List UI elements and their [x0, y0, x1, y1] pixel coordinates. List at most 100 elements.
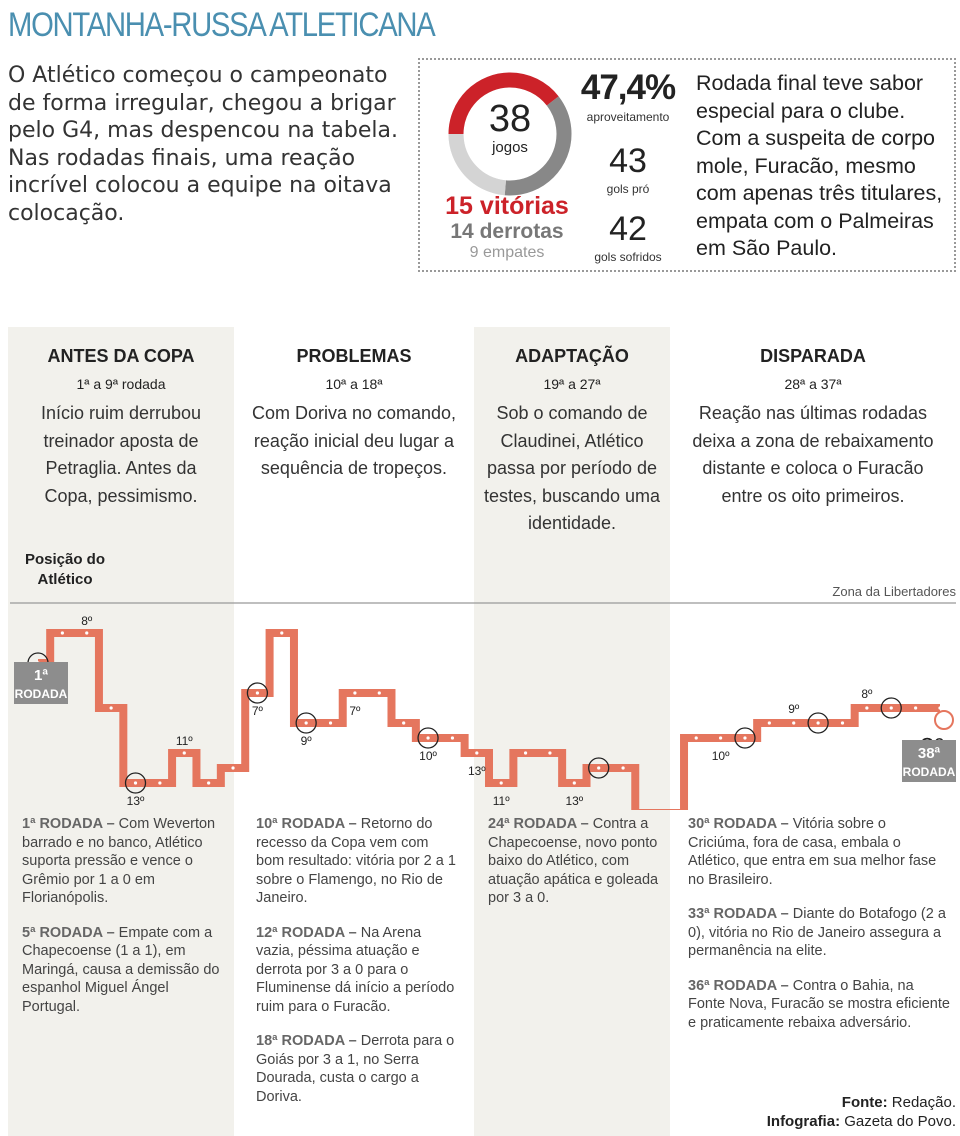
notes-column-1: 1ª RODADA – Com Weverton barrado e no ba… [22, 815, 222, 1032]
donut-draws-segment [448, 72, 572, 196]
gols-sofridos-value: 42 [609, 210, 647, 248]
position-label: 13º [127, 794, 145, 808]
position-label: 10º [419, 749, 437, 763]
round-note-head: 5ª RODADA – [22, 924, 115, 941]
highlight-circle [295, 712, 317, 734]
phase-desc-2: Com Doriva no comando, reação inicial de… [251, 403, 457, 478]
round-note-text: Na Arena vazia, péssima atuação e derrot… [256, 924, 455, 1015]
position-label: 11º [493, 794, 510, 808]
round-point [889, 706, 893, 710]
highlight-circle [417, 727, 439, 749]
end-badge-number: 38ª [918, 745, 941, 762]
source-line: Fonte: Redação. [600, 1094, 956, 1111]
notes-column-2: 10ª RODADA – Retorno do recesso da Copa … [256, 815, 458, 1122]
intro-text: O Atlético começou o campeonato de forma… [8, 63, 398, 226]
round-point [548, 751, 552, 755]
round-point [816, 721, 820, 725]
position-label: 13º [565, 794, 583, 808]
round-point [377, 691, 381, 695]
losses-count: 14 derrotas [450, 220, 564, 243]
round-note: 24ª RODADA – Contra a Chapecoense, novo … [488, 815, 666, 908]
round-note-text: Diante do Botafogo (2 a 0), vitória no R… [688, 906, 946, 959]
round-point [499, 781, 503, 785]
gols-pro-label: gols pró [606, 182, 650, 196]
round-note-text: Empate com a Chapecoense (1 a 1), em Mar… [22, 924, 220, 1015]
phase-title-3: ADAPTAÇÃO [515, 346, 629, 366]
results-donut: 38 jogos [448, 72, 572, 196]
games-count: 38 [489, 98, 531, 140]
round-note-head: 36ª RODADA – [688, 977, 789, 994]
gols-sofridos-label: gols sofridos [594, 250, 662, 264]
round-point [255, 691, 260, 695]
donut-losses-segment [448, 72, 572, 196]
round-note: 12ª RODADA – Na Arena vazia, péssima atu… [256, 924, 458, 1017]
phase-title-4: DISPARADA [760, 346, 866, 366]
round-point [85, 631, 89, 635]
round-point [328, 721, 333, 725]
highlight-circle [880, 697, 902, 719]
round-note-head: 10ª RODADA – [256, 816, 357, 832]
wins-count: 15 vitórias [445, 192, 569, 220]
phase-range-4: 28ª a 37ª [784, 376, 842, 392]
round-note: 36ª RODADA – Contra o Bahia, na Fonte No… [688, 977, 950, 1033]
round-point [207, 781, 211, 785]
position-label: 8º [861, 687, 873, 701]
start-badge-label: RODADA [15, 687, 68, 701]
position-label: 9º [788, 702, 800, 716]
libertadores-label: Zona da Libertadores [832, 584, 956, 599]
round-note-head: 12ª RODADA – [256, 924, 357, 941]
round-note: 5ª RODADA – Empate com a Chapecoense (1 … [22, 924, 222, 1017]
chart-marks: 5º8º13º11º7º9º7º10º13º11º13º15º10º9º8º8º… [14, 614, 956, 810]
phase-band-3 [474, 327, 670, 1136]
draws-count: 9 empates [469, 244, 545, 261]
round-note-head: 18ª RODADA – [256, 1033, 357, 1049]
round-point [767, 721, 771, 725]
round-note: 10ª RODADA – Retorno do recesso da Copa … [256, 815, 458, 908]
round-note-text: Retorno do recesso da Copa vem com bom r… [256, 816, 456, 906]
aproveitamento-label: aproveitamento [586, 110, 670, 124]
position-line [38, 629, 940, 810]
position-label: 9º [301, 734, 313, 748]
round-point [304, 721, 308, 725]
round-note: 33ª RODADA – Diante do Botafogo (2 a 0),… [688, 905, 950, 961]
phase-range-1: 1ª a 9ª rodada [76, 376, 166, 392]
start-badge [14, 662, 68, 704]
round-point [597, 766, 601, 770]
round-note-text: Vitória sobre o Criciúma, fora de casa, … [688, 816, 937, 888]
start-badge-number: 1ª [34, 667, 48, 684]
round-note-text: Contra a Chapecoense, novo ponto baixo d… [488, 816, 659, 906]
phase-range-2: 10ª a 18ª [325, 376, 383, 392]
end-badge-label: RODADA [903, 765, 956, 779]
round-point [109, 706, 113, 710]
y-axis-label: Posição do Atlético [24, 551, 106, 588]
round-point [523, 751, 528, 755]
round-point [133, 781, 138, 785]
phase-desc-3: Sob o comando de Claudinei, Atlético pas… [483, 403, 661, 533]
notes-column-3: 24ª RODADA – Contra a Chapecoense, novo … [488, 815, 666, 924]
round-point [792, 721, 796, 725]
round-point [743, 736, 747, 740]
highlight-circle [807, 712, 829, 734]
round-note-head: 33ª RODADA – [688, 906, 789, 922]
round-point [840, 721, 845, 725]
phase-title-1: ANTES DA COPA [47, 346, 195, 366]
highlight-circle [124, 772, 147, 794]
round-note-text: Com Weverton barrado e no banco, Atlétic… [22, 816, 216, 906]
final-round-note: Rodada final teve sabor especial para o … [696, 71, 943, 260]
round-point [694, 736, 698, 740]
round-note: 30ª RODADA – Vitória sobre o Criciúma, f… [688, 815, 950, 889]
phase-title-2: PROBLEMAS [296, 346, 412, 366]
round-note-head: 30ª RODADA – [688, 816, 789, 832]
round-point [182, 751, 186, 755]
round-point [475, 751, 479, 755]
phase-desc-1: Início ruim derrubou treinador aposta de… [40, 403, 202, 506]
round-point [621, 766, 625, 770]
round-point [280, 631, 284, 635]
position-label: 13º [468, 764, 486, 778]
position-label: 8º [81, 614, 93, 628]
credit-label: Infografia: [766, 1113, 841, 1130]
credit-line: Infografia: Gazeta do Povo. [600, 1113, 956, 1130]
position-label: 10º [712, 749, 730, 763]
position-label: 11º [176, 734, 193, 748]
final-position-marker [934, 710, 954, 730]
